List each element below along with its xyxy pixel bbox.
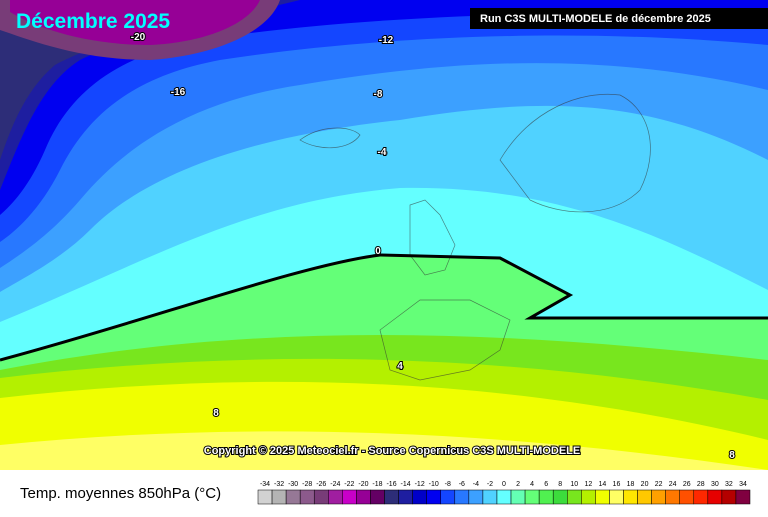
legend-swatch <box>384 489 399 505</box>
legend-swatch <box>679 489 695 505</box>
legend-tick-label: 30 <box>711 481 719 488</box>
legend-swatch <box>567 489 582 505</box>
contour-label: -16 <box>171 87 186 98</box>
legend-swatch <box>271 489 287 505</box>
legend-tick-label: 32 <box>725 481 733 488</box>
legend-swatch <box>581 489 596 505</box>
legend-swatch <box>595 489 610 505</box>
legend-tick-label: -6 <box>459 481 465 488</box>
contour-label: 4 <box>397 361 403 372</box>
legend-tick-label: -30 <box>288 481 298 488</box>
contour-label: -4 <box>378 147 387 158</box>
legend-swatch <box>342 489 357 505</box>
legend-swatch <box>693 489 709 505</box>
legend-swatch <box>398 489 413 505</box>
legend-tick-label: 24 <box>669 481 677 488</box>
contour-label: 8 <box>213 408 219 419</box>
legend-tick-label: -12 <box>415 481 425 488</box>
legend-swatch <box>370 489 385 505</box>
contour-label: 0 <box>375 246 381 257</box>
legend-swatch <box>356 489 371 505</box>
contour-label: -20 <box>131 32 146 43</box>
legend-swatch <box>454 489 470 505</box>
legend-swatch <box>552 489 568 505</box>
legend-swatch <box>524 489 540 505</box>
legend-tick-label: -20 <box>358 481 368 488</box>
legend-tick-label: -10 <box>429 481 439 488</box>
zero-isotherm <box>0 253 768 362</box>
legend-swatch <box>328 489 343 505</box>
legend-swatch <box>609 489 624 505</box>
temperature-field <box>0 0 768 470</box>
legend-tick-label: 18 <box>627 481 635 488</box>
legend-tick-label: 16 <box>613 481 621 488</box>
legend-title: Temp. moyennes 850hPa (°C) <box>20 485 221 502</box>
legend-tick-label: -16 <box>386 481 396 488</box>
map-title: Décembre 2025 <box>16 10 170 33</box>
legend-tick-label: 2 <box>516 481 520 488</box>
copyright: Copyright © 2025 Meteociel.fr - Source C… <box>204 445 580 457</box>
legend-swatch <box>721 489 737 505</box>
legend-tick-label: -34 <box>260 481 270 488</box>
legend-tick-label: 28 <box>697 481 705 488</box>
legend-swatch <box>665 489 680 505</box>
legend-tick-label: -4 <box>473 481 479 488</box>
legend-swatch <box>440 489 456 505</box>
legend-swatch <box>482 489 498 505</box>
legend-swatch <box>651 489 666 505</box>
legend-tick-label: 6 <box>544 481 548 488</box>
legend-swatch <box>707 489 723 505</box>
legend-tick-label: -18 <box>372 481 382 488</box>
legend-tick-label: -28 <box>302 481 312 488</box>
legend-tick-label: 12 <box>584 481 592 488</box>
legend-swatch <box>735 489 751 505</box>
legend-tick-label: -8 <box>445 481 451 488</box>
legend-swatch <box>426 489 441 505</box>
legend-swatch <box>285 489 301 505</box>
legend-swatch <box>412 489 427 505</box>
legend-swatch <box>468 489 484 505</box>
legend-tick-label: 8 <box>558 481 562 488</box>
legend-tick-label: -2 <box>487 481 493 488</box>
legend-swatch <box>299 489 315 505</box>
legend-swatch <box>538 489 554 505</box>
legend-tick-label: 0 <box>502 481 506 488</box>
legend-swatch <box>510 489 526 505</box>
legend-tick-label: 20 <box>641 481 649 488</box>
legend-tick-label: -22 <box>344 481 354 488</box>
legend-tick-label: -26 <box>316 481 326 488</box>
legend-tick-label: 14 <box>599 481 607 488</box>
legend-swatch <box>496 489 512 505</box>
contour-label: -12 <box>379 35 394 46</box>
legend-tick-label: -14 <box>401 481 411 488</box>
contour-label: -8 <box>374 89 383 100</box>
legend-tick-label: 4 <box>530 481 534 488</box>
legend-swatch <box>637 489 652 505</box>
legend-tick-label: 26 <box>683 481 691 488</box>
legend-tick-label: -24 <box>330 481 340 488</box>
contour-label: 8 <box>729 450 735 461</box>
legend-tick-label: 34 <box>739 481 747 488</box>
run-label-box <box>470 8 768 29</box>
legend-tick-label: 22 <box>655 481 663 488</box>
legend-tick-label: 10 <box>570 481 578 488</box>
legend-swatch <box>257 489 273 505</box>
legend-tick-label: -32 <box>274 481 284 488</box>
run-label: Run C3S MULTI-MODELE de décembre 2025 <box>480 13 711 25</box>
legend-swatch <box>623 489 638 505</box>
legend-swatch <box>313 489 329 505</box>
